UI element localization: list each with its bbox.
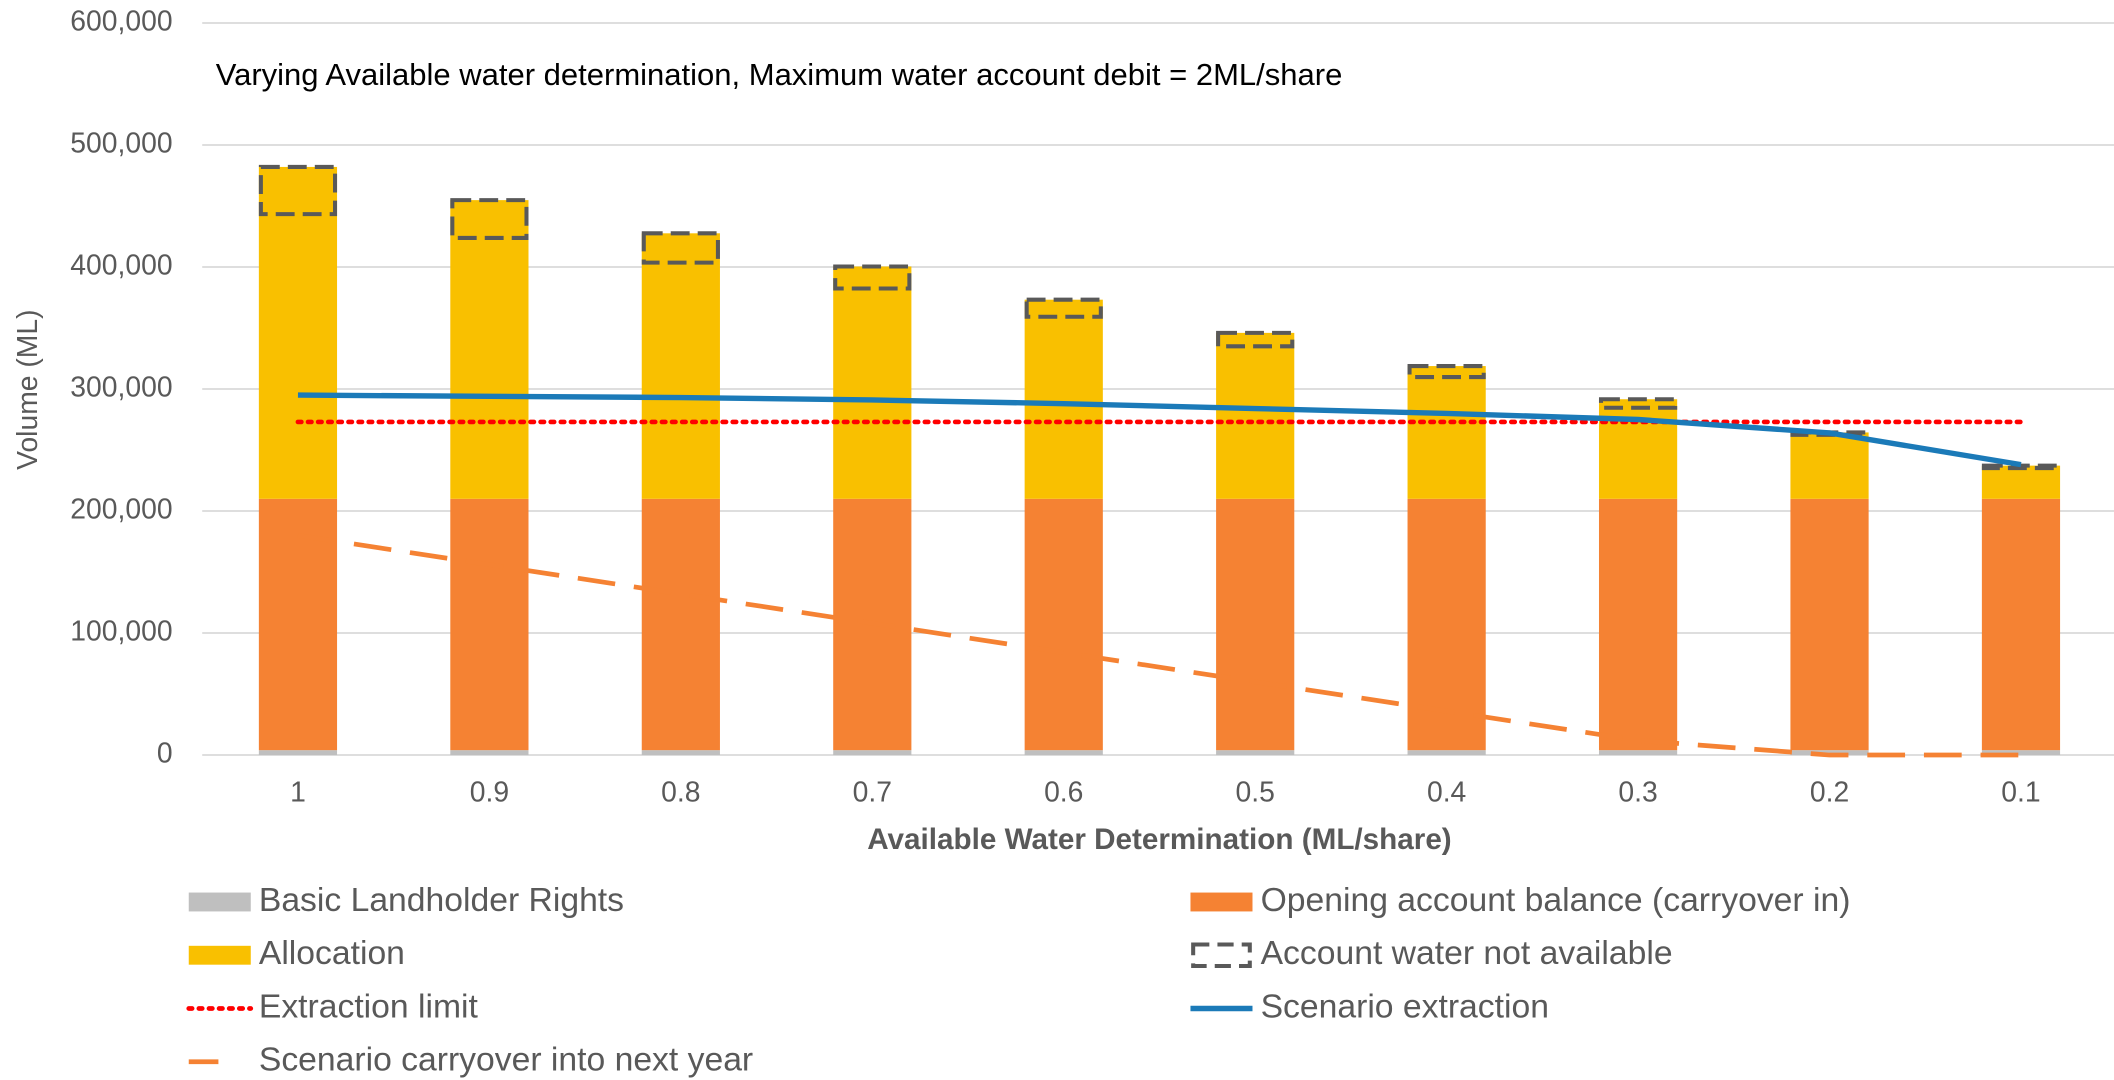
unavailable-box [258,164,338,217]
bar-segment [1216,332,1295,499]
x-tick-label: 0.2 [1810,776,1849,808]
unavailable-box [641,231,720,265]
x-tick-label: 0.6 [1044,776,1083,808]
y-tick-label: 100,000 [70,615,172,647]
bar-segment [1024,498,1103,751]
bar-segment [1598,399,1678,499]
unavailable-box [1216,330,1295,349]
legend-label: Scenario carryover into next year [259,1041,753,1079]
unavailable-box [1407,364,1486,380]
y-tick-label: 200,000 [70,492,172,524]
x-tick-label: 0.7 [853,776,892,808]
bar-segment [1981,498,2061,751]
chart-title: Varying Available water determination, M… [216,57,1343,92]
legend-label: Scenario extraction [1261,987,1549,1025]
unavailable-box [1598,397,1678,410]
y-tick-label: 400,000 [70,248,172,280]
bar-segment [1790,432,1869,499]
y-axis-title: Volume (ML) [11,309,43,469]
x-tick-label: 0.8 [661,776,700,808]
x-tick-label: 0.5 [1236,776,1275,808]
legend-swatch [1190,892,1253,912]
legend-swatch [188,892,251,912]
x-tick-label: 0.3 [1618,776,1657,808]
y-tick-label: 600,000 [70,4,172,36]
legend-label: Basic Landholder Rights [259,881,624,919]
unavailable-box [450,198,529,240]
x-tick-label: 0.1 [2001,776,2040,808]
legend-swatch [188,945,251,965]
x-tick-label: 1 [290,776,306,808]
bar-segment [641,498,720,751]
x-axis-title: Available Water Determination (ML/share) [867,823,1451,856]
bar-segment [450,498,529,751]
y-tick-label: 0 [157,737,173,769]
series-line [297,533,2021,758]
legend-label: Allocation [259,934,405,972]
series-line [297,392,2022,468]
legend-label: Extraction limit [259,987,479,1025]
unavailable-box [1024,297,1103,319]
bar-segment [1024,750,1103,756]
bar-segment [1407,750,1486,756]
bar-segment [641,750,720,756]
bar-segment [1024,299,1103,499]
bar-segment [1598,750,1678,756]
legend-swatch [1191,942,1252,969]
bar-segment [1981,465,2061,499]
x-tick-label: 0.9 [470,776,509,808]
unavailable-box [1981,463,2061,471]
y-tick-label: 300,000 [70,370,172,402]
bar-segment [641,233,720,499]
bar-segment [1216,498,1295,751]
bar-segment [1598,498,1678,751]
legend-label: Opening account balance (carryover in) [1261,881,1851,919]
x-tick-label: 0.4 [1427,776,1466,808]
y-tick-label: 500,000 [70,126,172,158]
bar-segment [450,200,529,499]
bar-segment [1981,750,2061,756]
bar-segment [450,750,529,756]
legend-label: Account water not available [1261,934,1673,972]
bar-segment [1216,750,1295,756]
bar-segment [833,750,912,756]
bar-segment [258,750,338,756]
unavailable-box [833,264,912,291]
bar-segment [1407,366,1486,499]
bar-segment [1790,498,1869,751]
bar-segment [258,166,338,499]
bar-segment [1790,750,1869,756]
bar-segment [833,266,912,499]
